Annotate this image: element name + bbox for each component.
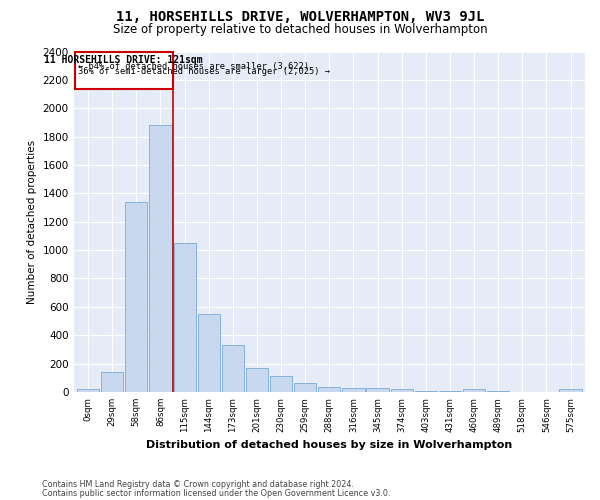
Bar [463,389,485,392]
Bar [125,202,148,392]
Bar [559,389,581,392]
Bar [197,314,220,392]
Text: 11, HORSEHILLS DRIVE, WOLVERHAMPTON, WV3 9JL: 11, HORSEHILLS DRIVE, WOLVERHAMPTON, WV3… [116,10,484,24]
Text: 36% of semi-detached houses are larger (2,025) →: 36% of semi-detached houses are larger (… [78,67,330,76]
Y-axis label: Number of detached properties: Number of detached properties [27,140,37,304]
Bar [101,372,124,392]
Bar [367,388,389,392]
Text: ← 64% of detached houses are smaller (3,622): ← 64% of detached houses are smaller (3,… [78,62,309,71]
Bar [439,391,461,392]
Bar [173,243,196,392]
Bar [294,384,316,392]
Bar [222,345,244,392]
X-axis label: Distribution of detached houses by size in Wolverhampton: Distribution of detached houses by size … [146,440,512,450]
Bar [246,368,268,392]
Text: Size of property relative to detached houses in Wolverhampton: Size of property relative to detached ho… [113,22,487,36]
Bar [487,391,509,392]
Bar [270,376,292,392]
FancyBboxPatch shape [75,52,173,89]
Bar [343,388,365,392]
Bar [77,389,99,392]
Bar [391,389,413,392]
Text: Contains HM Land Registry data © Crown copyright and database right 2024.: Contains HM Land Registry data © Crown c… [42,480,354,489]
Bar [318,387,340,392]
Bar [149,126,172,392]
Text: 11 HORSEHILLS DRIVE: 121sqm: 11 HORSEHILLS DRIVE: 121sqm [44,55,203,65]
Text: Contains public sector information licensed under the Open Government Licence v3: Contains public sector information licen… [42,488,391,498]
Bar [415,390,437,392]
